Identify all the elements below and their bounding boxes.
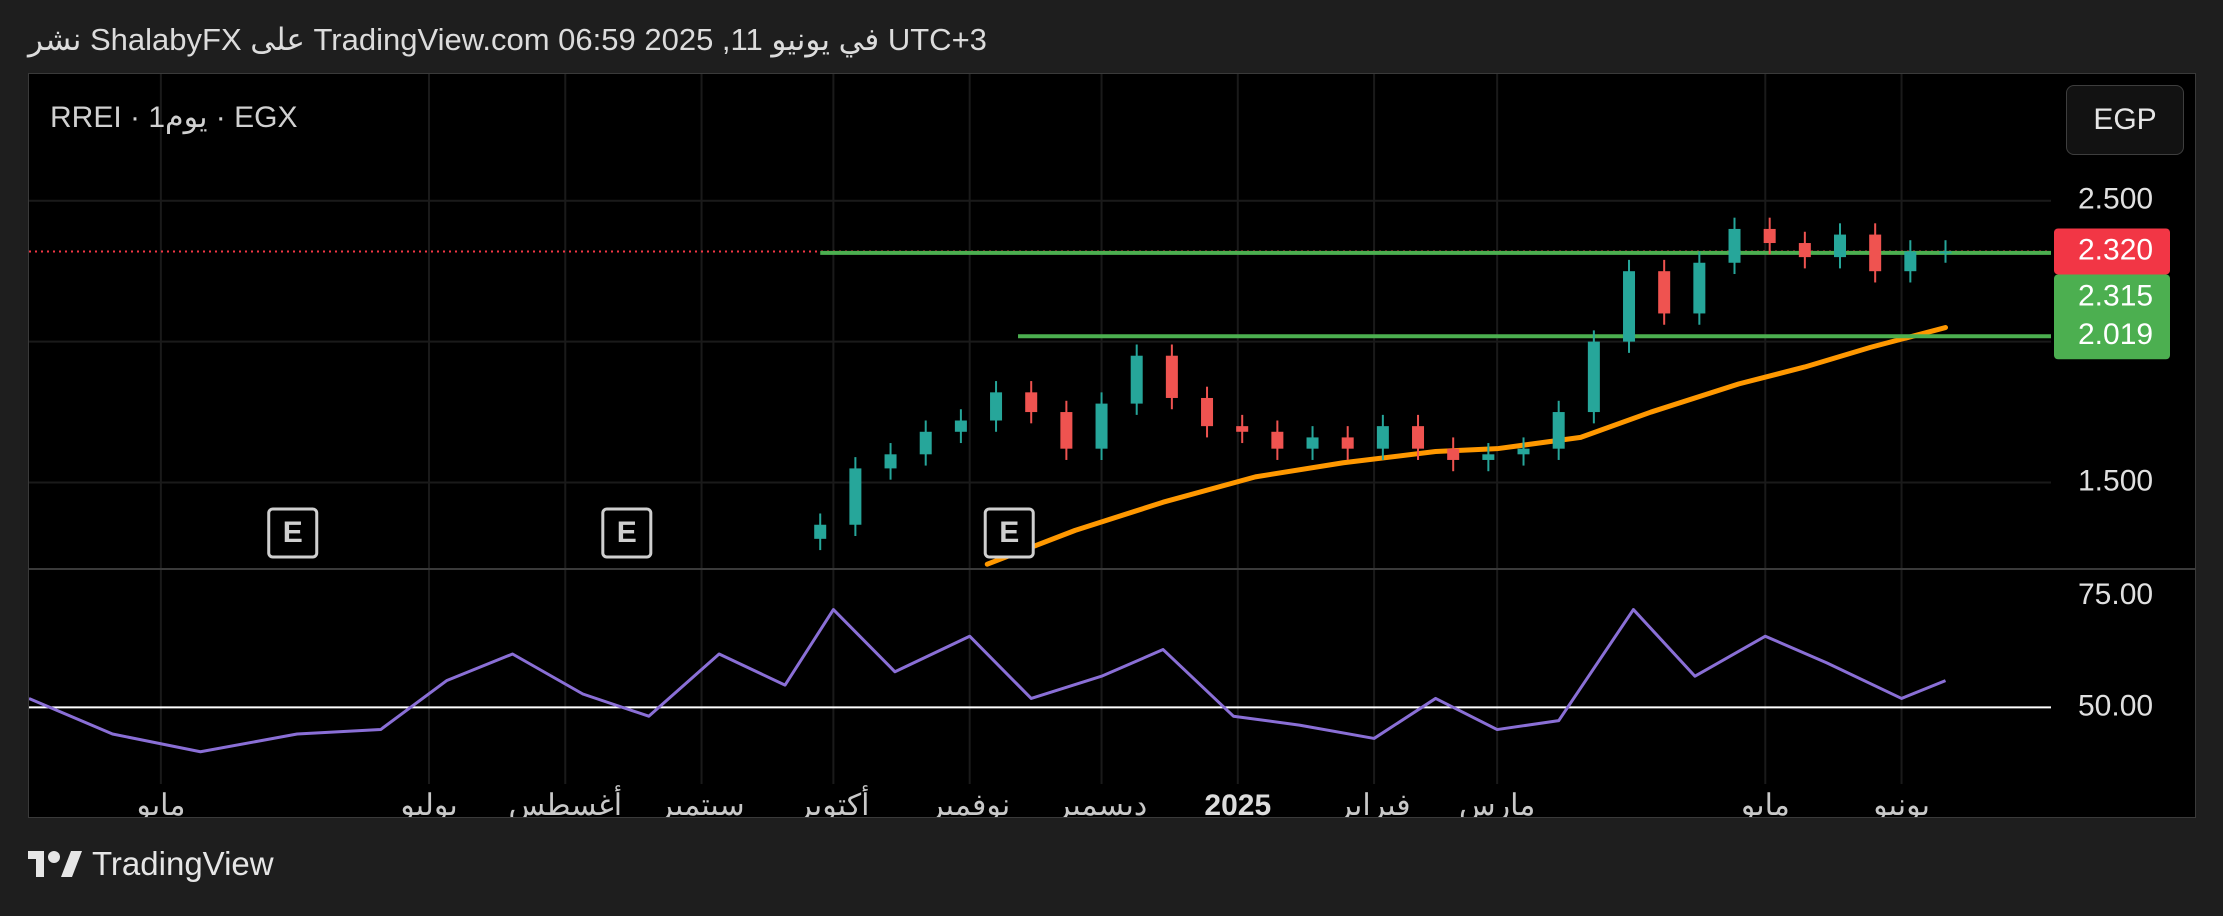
candle-body — [990, 392, 1003, 421]
x-axis-tick-label: مايو — [1739, 789, 1790, 817]
candle-body — [1728, 228, 1741, 263]
currency-button[interactable]: EGP — [2066, 85, 2184, 155]
chart-pane[interactable]: E E E مايو يوليو أغسطس سبتمبر أكتوبر نوفمبر ديسم… — [28, 73, 2196, 818]
candle-body — [1130, 355, 1143, 404]
rsi-axis-tick-label: 50.00 — [2078, 689, 2153, 722]
event-marker-box — [983, 507, 1035, 559]
rsi-layer — [29, 608, 2051, 754]
candle-body — [1693, 262, 1706, 314]
x-axis-tick-label: مارس — [1459, 789, 1535, 817]
event-marker: E — [267, 507, 319, 559]
candle-body — [1236, 426, 1249, 432]
candle-body — [1552, 412, 1565, 449]
brand-name: TradingView — [92, 845, 274, 882]
price-label-box — [2054, 274, 2170, 321]
candle-body — [1095, 403, 1108, 449]
grid-layer — [29, 74, 2195, 784]
candle-body — [1623, 271, 1636, 342]
level-price-label: 2.315 — [2054, 274, 2170, 321]
chart-canvas[interactable]: E E E مايو يوليو أغسطس سبتمبر أكتوبر نوفمبر ديسم… — [29, 74, 2195, 817]
event-marker-label: E — [617, 516, 637, 549]
candle-body — [1412, 426, 1425, 449]
candle-body — [1306, 437, 1319, 449]
candle-body — [1271, 431, 1284, 449]
x-axis-tick-label: يونيو — [1871, 789, 1930, 817]
price-label-text: 2.019 — [2078, 318, 2153, 351]
tradingview-brand[interactable]: TradingView — [28, 845, 274, 883]
price-axis-tick-label: 2.500 — [2078, 183, 2153, 216]
candle-body — [1904, 251, 1917, 272]
rsi-line — [29, 608, 1947, 754]
x-axis-tick-label: أكتوبر — [795, 785, 869, 817]
x-axis-tick-label: فبراير — [1335, 789, 1410, 817]
candle-body — [884, 454, 897, 469]
horizontal-lines-layer — [29, 250, 2051, 339]
candle-body — [1165, 355, 1178, 398]
candle-body — [1658, 271, 1671, 314]
candle-body — [1341, 437, 1354, 449]
event-marker: E — [601, 507, 653, 559]
candle-body — [1869, 234, 1882, 272]
moving-average-layer — [984, 325, 1949, 567]
candle-body — [1763, 228, 1776, 244]
x-axis-tick-label: سبتمبر — [656, 789, 744, 817]
candles-layer — [814, 217, 1952, 551]
event-marker-label: E — [999, 516, 1019, 549]
event-marker-box — [601, 507, 653, 559]
candle-body — [1447, 448, 1460, 460]
candle-body — [1060, 412, 1073, 449]
axis-layer: مايو يوليو أغسطس سبتمبر أكتوبر نوفمبر ديسمبر 20… — [134, 183, 2153, 817]
candle-body — [1376, 426, 1389, 449]
price-labels-layer: 2.320 2.315 2.019 — [2054, 228, 2170, 360]
price-label-text: 2.315 — [2078, 279, 2153, 312]
candle-body — [1517, 448, 1530, 455]
candle-body — [849, 468, 862, 525]
price-label-box — [2054, 313, 2170, 360]
candle-body — [1025, 392, 1038, 413]
level-price-label: 2.019 — [2054, 313, 2170, 360]
event-marker-label: E — [283, 516, 303, 549]
x-axis-tick-label: 2025 — [1204, 789, 1271, 817]
candle-body — [1834, 234, 1847, 258]
candle-body — [1201, 397, 1214, 427]
candle-body — [954, 420, 967, 432]
publish-caption: نشر ShalabyFX على TradingView.com 06:59 … — [28, 22, 987, 57]
event-marker-box — [267, 507, 319, 559]
moving-average-line — [984, 325, 1949, 567]
rsi-axis-tick-label: 75.00 — [2078, 578, 2153, 611]
candle-body — [1482, 454, 1495, 460]
candle-body — [1939, 251, 1952, 254]
x-axis-tick-label: يوليو — [398, 789, 458, 817]
symbol-label: RREI · 1يوم · EGX — [50, 101, 298, 134]
candle-body — [1587, 341, 1600, 413]
candle-body — [814, 524, 827, 539]
price-axis-tick-label: 1.500 — [2078, 464, 2153, 497]
last-price-label: 2.320 — [2054, 228, 2170, 275]
x-axis-tick-label: نوفمبر — [927, 789, 1010, 817]
tradingview-logo-icon — [28, 851, 82, 877]
candle-body — [1798, 243, 1811, 258]
event-marker: E — [983, 507, 1035, 559]
x-axis-tick-label: ديسمبر — [1054, 789, 1147, 817]
price-label-text: 2.320 — [2078, 233, 2153, 266]
x-axis-tick-label: أغسطس — [508, 785, 622, 817]
x-axis-tick-label: مايو — [134, 789, 185, 817]
price-label-box — [2054, 228, 2170, 275]
candle-body — [919, 431, 932, 455]
